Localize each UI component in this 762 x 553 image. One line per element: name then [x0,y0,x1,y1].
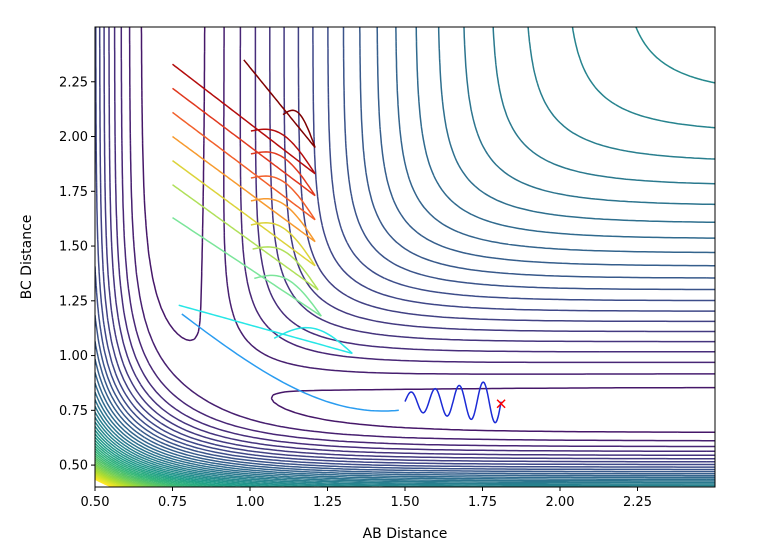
contour-level-line [95,27,715,477]
trajectory-line [178,304,353,355]
y-tick-label: 1.25 [59,294,88,309]
contour-level-line [95,461,157,487]
y-tick-label: 0.75 [59,404,88,419]
trajectory-line [172,87,316,197]
contour-level-line [95,27,715,487]
contour-level-line [95,463,152,487]
trajectory-line [172,111,316,221]
contour-level-line [95,27,715,481]
contour-level-line [120,27,715,448]
trajectory-line [172,184,319,291]
trajectory-line [172,216,322,317]
contour-level-line [95,448,202,487]
contour-level-line [95,425,379,487]
y-tick-label: 1.00 [59,349,88,364]
contour-level-line [95,27,715,484]
contour-level-line [95,455,176,487]
x-tick-label: 1.75 [468,495,497,510]
contour-level-line [140,27,715,433]
x-axis-ticks: 0.50 0.75 1.00 1.25 1.50 1.75 2.00 2.25 [81,487,652,510]
x-tick-label: 1.00 [236,495,265,510]
trajectory-line [172,135,316,243]
contour-level-line [95,27,715,471]
contour-level-line [95,27,715,479]
end-marker [496,399,506,409]
x-tick-label: 2.00 [546,495,575,510]
contour-level-line [95,464,147,487]
contour-level-line [95,27,715,468]
contour-level-line [95,475,119,487]
contour-level-line [95,27,715,473]
contour-level-line [113,27,715,453]
y-tick-label: 2.25 [59,75,88,90]
contour-lines [95,27,715,487]
contour-level-line [95,452,184,487]
contour-level-line [95,439,240,487]
contour-level-line [95,27,715,485]
contour-level-line [95,477,116,487]
contour-level-line [128,27,715,442]
trajectory-line [172,160,316,267]
trajectory-lines [172,59,502,424]
contour-level-line [95,442,225,487]
trajectory-line [243,59,316,148]
x-tick-label: 0.50 [81,495,110,510]
contour-level-line [95,450,192,487]
x-tick-label: 0.75 [158,495,187,510]
contour-level-line [95,27,715,482]
x-tick-label: 1.50 [391,495,420,510]
x-tick-label: 2.25 [623,495,652,510]
y-tick-label: 0.50 [59,459,88,474]
y-tick-label: 2.00 [59,130,88,145]
trajectory-line [404,381,502,424]
trajectory-line [181,313,399,412]
y-tick-label: 1.50 [59,240,88,255]
x-axis-label: AB Distance [363,526,448,542]
x-tick-label: 1.25 [313,495,342,510]
contour-level-line [95,457,169,487]
contour-level-line [95,445,213,487]
contour-level-line [103,27,715,460]
y-axis-ticks: 0.50 0.75 1.00 1.25 1.50 1.75 2.00 2.25 [59,75,95,474]
trajectory-line [172,63,316,175]
y-tick-label: 1.75 [59,185,88,200]
contour-level-line [95,436,259,487]
contour-level-line [108,27,715,456]
contour-level-line [98,27,715,463]
plot-area-background [95,27,715,487]
x-marker [496,399,506,409]
contour-level-line [95,27,715,475]
contour-level-line [95,27,715,466]
contour-level-line [95,459,163,487]
contour-level-line [95,471,130,487]
y-axis-label: BC Distance [19,215,35,300]
